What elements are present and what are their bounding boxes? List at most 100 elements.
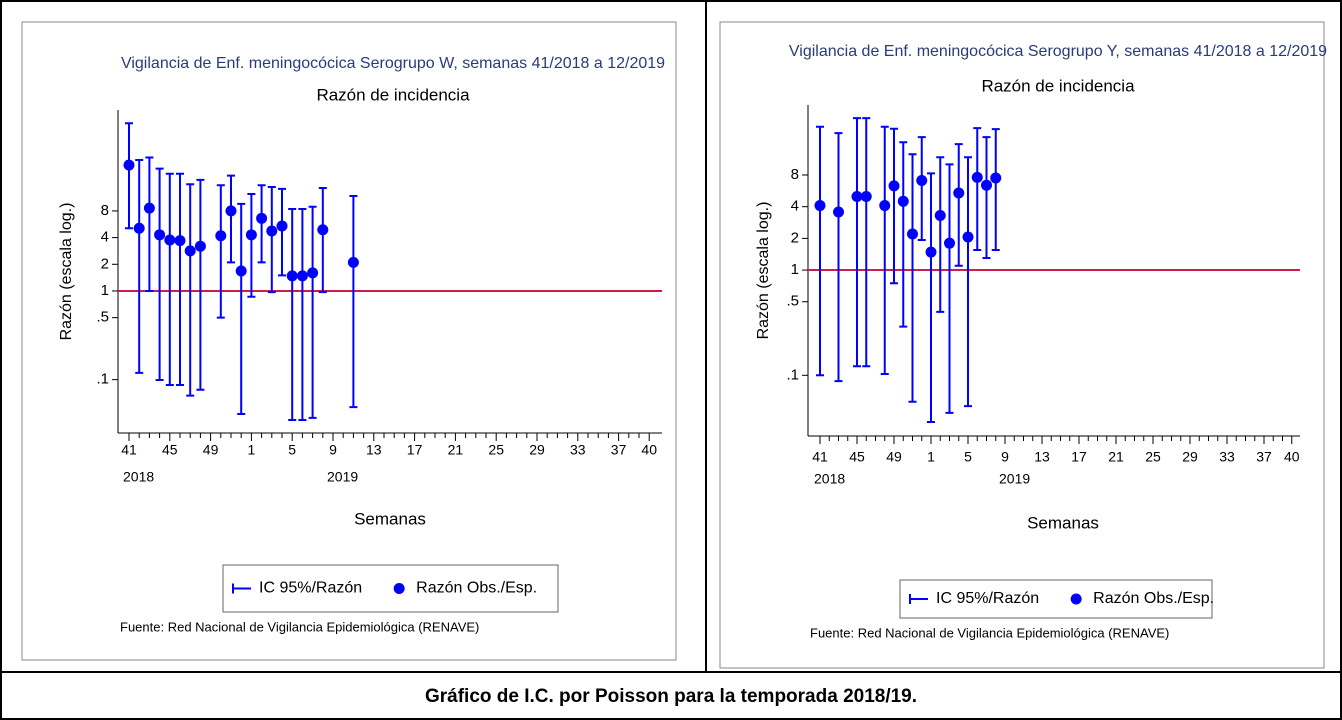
- point: [814, 200, 826, 212]
- error-bar: [945, 163, 954, 414]
- chart-title: Vigilancia de Enf. meningocócica Serogru…: [789, 43, 1327, 60]
- x-tick-label: 9: [329, 442, 337, 458]
- point: [307, 267, 319, 279]
- legend-box: [899, 579, 1213, 619]
- x-tick-label: 40: [1284, 449, 1300, 465]
- error-bar: [917, 136, 926, 241]
- point: [925, 246, 937, 258]
- point: [123, 159, 135, 171]
- error-bar: [145, 156, 154, 292]
- x-tick-label: 45: [162, 442, 178, 458]
- year-label: 2018: [814, 471, 845, 487]
- error-bar: [991, 128, 1000, 252]
- caption: Gráfico de I.C. por Poisson para la temp…: [425, 686, 917, 707]
- error-bar: [862, 117, 871, 368]
- x-tick-label: 25: [1145, 449, 1161, 465]
- error-bar: [899, 141, 908, 328]
- point: [235, 265, 247, 277]
- x-tick-label: 17: [407, 442, 423, 458]
- y-tick-label: 1: [791, 261, 799, 278]
- error-bar: [853, 117, 861, 368]
- point: [907, 228, 918, 240]
- point: [971, 171, 983, 183]
- error-bar: [176, 172, 184, 386]
- y-tick-label: .1: [96, 371, 109, 388]
- error-bar: [125, 122, 133, 230]
- point: [317, 224, 329, 236]
- x-tick-label: 29: [1182, 449, 1198, 465]
- point: [154, 229, 166, 241]
- error-bar: [227, 174, 235, 264]
- error-bar: [278, 187, 286, 277]
- y-tick-label: 8: [101, 202, 109, 219]
- legend-symbol: [909, 594, 928, 604]
- point: [953, 187, 965, 199]
- point: [888, 180, 900, 192]
- point: [833, 206, 844, 218]
- legend-symbol: [393, 583, 405, 594]
- y-tick-label: 4: [101, 229, 109, 246]
- x-tick-label: 17: [1071, 449, 1087, 465]
- chart-panel: Vigilancia de Enf. meningocócica Serogru…: [21, 21, 677, 661]
- x-tick-label: 1: [248, 442, 256, 458]
- x-tick-label: 37: [1256, 449, 1272, 465]
- y-tick-label: .5: [786, 293, 799, 310]
- point: [981, 179, 992, 191]
- legend-label: IC 95%/Razón: [259, 580, 362, 597]
- x-tick-label: 49: [203, 442, 219, 458]
- x-tick-label: 25: [488, 442, 504, 458]
- x-tick-label: 37: [611, 442, 627, 458]
- error-bar: [308, 205, 317, 419]
- x-tick-label: 41: [121, 442, 137, 458]
- point: [225, 205, 237, 217]
- point: [276, 220, 288, 232]
- x-tick-label: 5: [288, 442, 296, 458]
- error-bar: [973, 127, 982, 252]
- chart-frame: [21, 21, 677, 661]
- year-label: 2019: [999, 471, 1030, 487]
- x-tick-label: 9: [1001, 449, 1009, 465]
- point: [174, 235, 186, 247]
- x-tick-label: 29: [529, 442, 545, 458]
- x-tick-label: 1: [927, 449, 935, 465]
- error-bar: [964, 156, 972, 408]
- chart-frame: [719, 21, 1325, 669]
- legend-symbol: [232, 583, 251, 594]
- point: [164, 234, 176, 246]
- x-tick-label: 40: [641, 442, 657, 458]
- x-tick-label: 13: [1034, 449, 1050, 465]
- x-tick-label: 21: [1108, 449, 1124, 465]
- point: [256, 212, 268, 224]
- year-label: 2019: [327, 469, 358, 485]
- y-axis-label: Razón (escala log.): [58, 203, 75, 341]
- error-bar: [880, 125, 889, 375]
- error-bar: [908, 153, 917, 403]
- point: [897, 195, 909, 207]
- y-tick-label: .1: [786, 366, 799, 383]
- y-tick-label: 1: [101, 282, 109, 299]
- point: [990, 172, 1002, 184]
- year-label: 2018: [123, 469, 154, 485]
- point: [286, 270, 298, 282]
- error-bar: [298, 208, 307, 422]
- error-bar: [216, 184, 225, 319]
- point: [916, 174, 928, 186]
- x-tick-label: 49: [886, 449, 902, 465]
- error-bar: [267, 185, 276, 294]
- point: [944, 237, 955, 249]
- point: [133, 222, 145, 234]
- y-tick-label: 4: [791, 198, 799, 215]
- error-bar: [186, 183, 195, 397]
- x-tick-label: 45: [849, 449, 865, 465]
- point: [194, 240, 206, 252]
- error-bar: [936, 156, 945, 313]
- point: [347, 256, 359, 268]
- y-axis-label: Razón (escala log.): [755, 202, 772, 340]
- y-tick-label: 2: [101, 255, 109, 272]
- source-note: Fuente: Red Nacional de Vigilancia Epide…: [120, 619, 479, 634]
- x-axis-label: Semanas: [1027, 513, 1099, 532]
- error-bar: [927, 172, 935, 423]
- error-bar: [954, 143, 963, 267]
- error-bar: [237, 202, 246, 415]
